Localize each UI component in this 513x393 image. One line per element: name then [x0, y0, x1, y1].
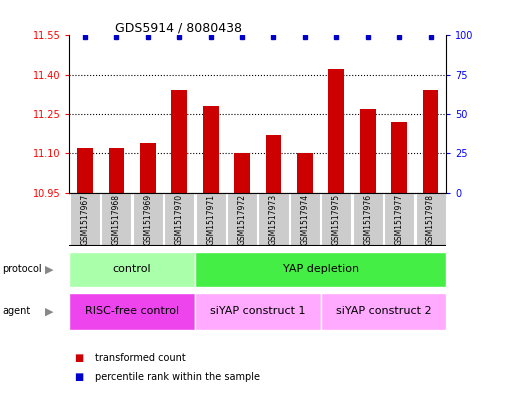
Text: control: control — [113, 264, 151, 274]
Bar — [69, 252, 195, 287]
Bar — [321, 293, 446, 330]
Bar — [259, 193, 289, 245]
Bar — [297, 153, 313, 193]
Bar — [164, 193, 194, 245]
Bar — [391, 122, 407, 193]
Bar — [133, 193, 163, 245]
Text: GSM1517968: GSM1517968 — [112, 194, 121, 245]
Text: siYAP construct 2: siYAP construct 2 — [336, 307, 431, 316]
Text: GSM1517973: GSM1517973 — [269, 194, 278, 245]
Bar — [140, 143, 155, 193]
Bar — [352, 193, 383, 245]
Bar — [203, 106, 219, 193]
Text: GSM1517972: GSM1517972 — [238, 194, 247, 245]
Bar — [101, 193, 131, 245]
Bar — [266, 135, 281, 193]
Bar — [195, 293, 321, 330]
Bar — [77, 148, 93, 193]
Bar — [423, 90, 439, 193]
Text: agent: agent — [3, 307, 31, 316]
Bar — [416, 193, 446, 245]
Text: GSM1517969: GSM1517969 — [143, 194, 152, 245]
Text: RISC-free control: RISC-free control — [85, 307, 179, 316]
Text: YAP depletion: YAP depletion — [283, 264, 359, 274]
Bar — [290, 193, 320, 245]
Text: protocol: protocol — [3, 264, 42, 274]
Bar — [234, 153, 250, 193]
Text: transformed count: transformed count — [95, 353, 186, 363]
Text: ■: ■ — [74, 353, 84, 363]
Text: GDS5914 / 8080438: GDS5914 / 8080438 — [114, 21, 242, 34]
Text: siYAP construct 1: siYAP construct 1 — [210, 307, 306, 316]
Bar — [360, 109, 376, 193]
Text: ▶: ▶ — [45, 264, 54, 274]
Bar — [321, 193, 351, 245]
Bar — [195, 252, 446, 287]
Bar — [109, 148, 124, 193]
Bar — [70, 193, 100, 245]
Text: ▶: ▶ — [45, 307, 54, 316]
Text: GSM1517971: GSM1517971 — [206, 194, 215, 245]
Bar — [328, 70, 344, 193]
Bar — [195, 193, 226, 245]
Text: percentile rank within the sample: percentile rank within the sample — [95, 372, 260, 382]
Text: GSM1517974: GSM1517974 — [301, 194, 309, 245]
Bar — [384, 193, 415, 245]
Bar — [69, 293, 195, 330]
Text: GSM1517970: GSM1517970 — [175, 194, 184, 245]
Bar — [171, 90, 187, 193]
Bar — [227, 193, 257, 245]
Text: GSM1517976: GSM1517976 — [363, 194, 372, 245]
Text: GSM1517978: GSM1517978 — [426, 194, 435, 245]
Text: ■: ■ — [74, 372, 84, 382]
Text: GSM1517967: GSM1517967 — [81, 194, 89, 245]
Text: GSM1517975: GSM1517975 — [332, 194, 341, 245]
Text: GSM1517977: GSM1517977 — [394, 194, 404, 245]
